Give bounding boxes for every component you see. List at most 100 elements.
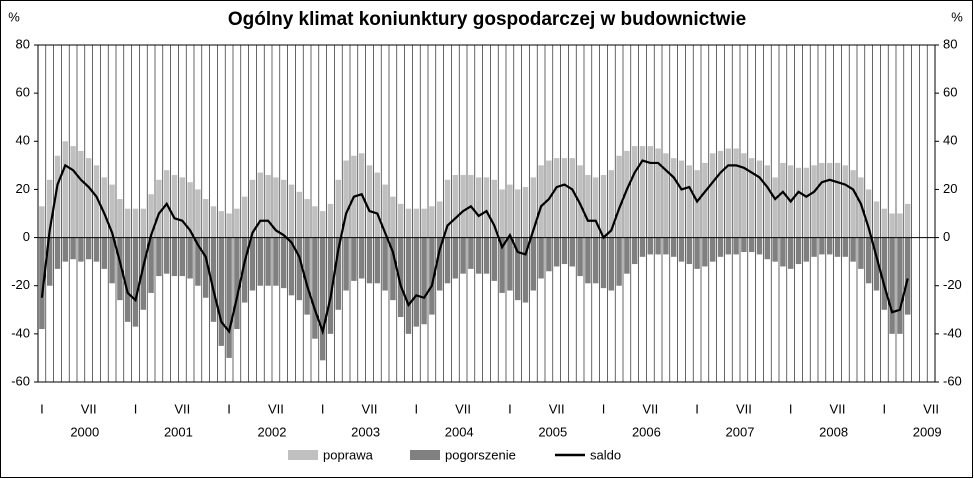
bar: [218, 211, 225, 238]
y-unit-left: %: [8, 9, 20, 24]
bar: [897, 237, 903, 334]
y-tick-label: -40: [11, 325, 30, 340]
bar: [304, 237, 310, 315]
bar: [249, 179, 256, 238]
bar: [873, 237, 880, 291]
bar: [179, 177, 186, 238]
bar: [608, 170, 615, 238]
bar: [717, 150, 724, 238]
bar: [850, 237, 856, 262]
bar: [889, 237, 895, 334]
bar: [101, 177, 108, 238]
x-tick-label: I: [414, 401, 418, 416]
bar: [904, 237, 911, 315]
bar: [499, 189, 505, 238]
bar: [694, 170, 700, 238]
bar: [639, 237, 646, 257]
bar: [436, 201, 443, 238]
bar: [241, 237, 248, 303]
bar: [514, 237, 521, 301]
bar: [78, 150, 84, 238]
bar: [850, 170, 856, 238]
bar: [109, 184, 115, 238]
year-label: 2006: [632, 424, 661, 439]
bar: [585, 237, 591, 284]
bar: [733, 148, 739, 238]
bar: [616, 155, 622, 238]
bar: [608, 237, 615, 291]
bar: [234, 237, 240, 330]
bar: [85, 158, 92, 238]
bar: [343, 160, 349, 238]
bar: [156, 179, 162, 238]
bar: [561, 237, 568, 265]
bar: [780, 162, 786, 238]
x-tick-label: VII: [81, 401, 97, 416]
bar: [62, 237, 69, 262]
bar: [709, 237, 716, 262]
y2-tick-label: 80: [943, 36, 957, 51]
bar: [218, 237, 225, 346]
bar: [624, 237, 630, 274]
y2-tick-label: -60: [943, 373, 962, 388]
bar: [397, 203, 404, 238]
bar: [733, 237, 739, 255]
bar: [670, 158, 677, 238]
y-tick-label: 80: [16, 36, 30, 51]
y-tick-label: 40: [16, 133, 30, 148]
bar: [140, 208, 147, 238]
bar: [577, 237, 583, 277]
bar: [366, 165, 373, 238]
bar: [46, 179, 53, 238]
bar: [647, 237, 654, 255]
bar: [569, 237, 576, 267]
bar: [772, 237, 778, 262]
legend-swatch: [288, 450, 318, 460]
bar: [826, 162, 833, 238]
bar: [655, 237, 661, 255]
bar: [475, 177, 482, 238]
bar: [132, 237, 139, 327]
bar: [421, 237, 427, 325]
bar: [109, 237, 115, 284]
bar: [179, 237, 186, 277]
bar: [187, 182, 193, 238]
bar: [507, 237, 513, 291]
year-label: 2002: [258, 424, 287, 439]
bar: [382, 237, 388, 291]
bar: [709, 153, 716, 238]
bar: [702, 162, 708, 238]
bar: [436, 237, 443, 291]
year-label: 2005: [538, 424, 567, 439]
y2-tick-label: 20: [943, 181, 957, 196]
chart-title: Ogólny klimat koniunktury gospodarczej w…: [228, 9, 746, 30]
bar: [897, 213, 903, 238]
bar: [312, 206, 318, 238]
bar: [249, 237, 256, 291]
bar: [93, 237, 100, 262]
bar: [93, 165, 100, 238]
bar: [195, 189, 201, 238]
bar: [374, 237, 381, 284]
bar: [764, 165, 771, 238]
bar: [514, 189, 521, 238]
bar: [577, 165, 583, 238]
x-tick-label: VII: [174, 401, 190, 416]
bar: [561, 158, 568, 238]
bar: [678, 160, 685, 238]
bar: [226, 213, 232, 238]
year-label: 2000: [70, 424, 99, 439]
bar: [148, 194, 154, 238]
bar: [865, 189, 872, 238]
bar: [553, 158, 560, 238]
bar: [499, 237, 505, 293]
bar: [865, 237, 872, 284]
year-label: 2009: [913, 424, 942, 439]
bar: [156, 237, 162, 277]
bar: [569, 158, 576, 238]
bar: [725, 237, 732, 255]
bar: [858, 237, 864, 269]
bar: [413, 208, 420, 238]
y-tick-label: 60: [16, 85, 30, 100]
